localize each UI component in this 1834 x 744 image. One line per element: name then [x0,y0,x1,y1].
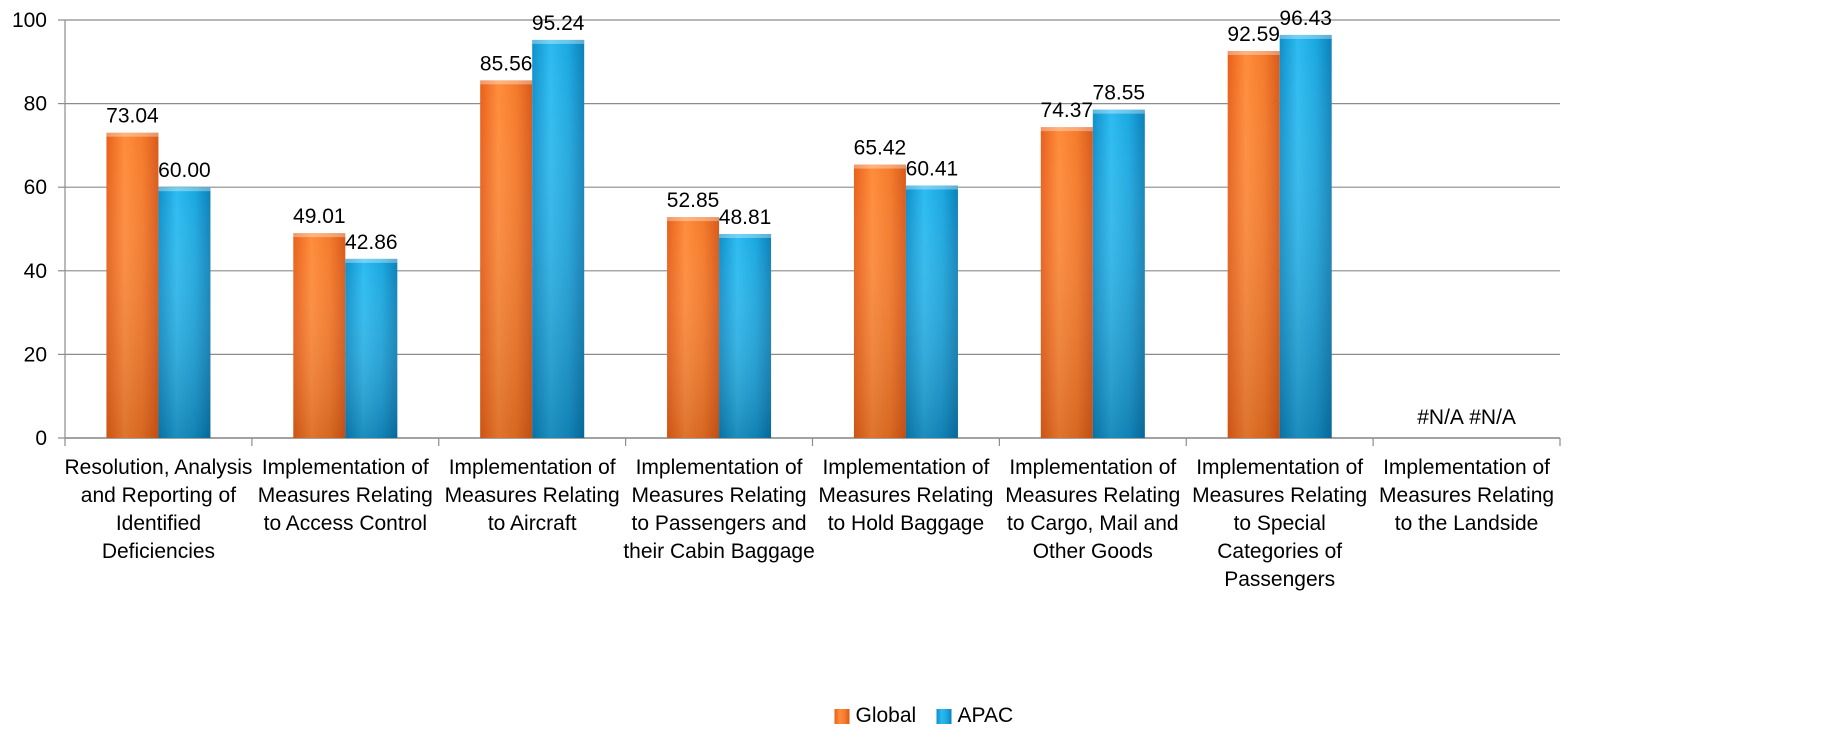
category-label-line: to Aircraft [488,512,577,535]
category-label-line: Categories of [1217,540,1342,563]
bar-shade [158,187,211,438]
bar-cap [480,80,533,85]
bar-shade [532,39,585,439]
category-label-line: Measures Relating [1192,484,1367,507]
bar-shade [106,132,159,438]
bar-shade [345,258,398,438]
bar-cap [345,258,398,263]
legend: Global APAC [834,704,1014,727]
category-label: Implementation of Measures Relating to the… [1379,456,1554,535]
data-label: 49.01 [293,205,346,228]
data-label: 48.81 [719,206,772,229]
data-label: 96.43 [1279,7,1332,30]
y-tick-label: 20 [24,343,47,366]
bar-cap [1040,127,1093,132]
data-label: 42.86 [345,231,398,254]
category-label-line: to Access Control [264,512,427,535]
category-label-line: to Passengers and [632,512,807,535]
data-label: 78.55 [1093,82,1146,105]
category-label-line: Identified [116,512,201,535]
category-label-line: Measures Relating [1005,484,1180,507]
data-label: 65.42 [854,137,907,160]
bar-cap [158,187,211,192]
bar-shade [293,233,346,438]
category-label: Implementation of Measures Relating to Car… [1005,456,1180,563]
legend-swatch-global [834,709,850,724]
bar-cap [667,217,720,222]
bar-shade [719,233,772,438]
category-label-line: Implementation of [1009,456,1176,479]
category-label-line: Measures Relating [258,484,433,507]
data-label: 92.59 [1227,23,1280,46]
category-label-line: Implementation of [1383,456,1550,479]
data-label: 60.00 [158,159,211,182]
bar-cap [719,233,772,238]
data-label: 74.37 [1041,99,1094,122]
data-label: 85.56 [480,52,533,75]
data-label: 73.04 [106,105,159,128]
bar-shade [1040,127,1093,439]
data-labels: 73.04 49.01 85.56 52.85 65.42 74.37 92.59 #N/A 6… [106,7,1516,429]
category-labels: Resolution, Analysis and Reporting of Iden… [64,456,1554,591]
bar-shade [480,80,533,439]
y-tick-label: 40 [24,260,47,283]
data-label-na: #N/A [1417,406,1464,429]
category-label-line: Deficiencies [102,540,215,563]
legend-label: APAC [958,704,1014,727]
category-label-line: Measures Relating [1379,484,1554,507]
category-label-line: Implementation of [262,456,429,479]
bar-shade [1092,109,1145,438]
category-label-line: to Special [1234,512,1326,535]
category-label-line: Implementation of [449,456,616,479]
gridlines [65,19,1560,439]
bar-shade [1279,34,1332,438]
category-label-line: Implementation of [822,456,989,479]
bar-shade [667,217,720,438]
y-tick-label: 0 [35,427,47,450]
category-label: Implementation of Measures Relating to Spe… [1192,456,1367,591]
legend-swatch-apac [936,709,952,724]
data-label: 60.41 [906,157,959,180]
bars [106,34,1332,439]
bar-shade [853,164,906,438]
y-tick-label: 100 [12,9,47,32]
category-label-line: and Reporting of [81,484,236,507]
data-label-na: #N/A [1469,406,1516,429]
category-label: Implementation of Measures Relating to Pas… [623,456,814,563]
y-tick-label: 60 [24,176,47,199]
category-label-line: Measures Relating [445,484,620,507]
data-label: 95.24 [532,12,585,35]
bar-cap [106,132,159,137]
y-tick-label: 80 [24,93,47,116]
category-label-line: Implementation of [636,456,803,479]
bar-shade [1227,50,1280,438]
category-label-line: to Cargo, Mail and [1007,512,1179,535]
category-label-line: Implementation of [1196,456,1363,479]
data-label: 52.85 [667,189,720,212]
bar-cap [1279,34,1332,39]
category-label: Implementation of Measures Relating to Air… [445,456,620,535]
category-label-line: their Cabin Baggage [623,540,814,563]
category-label-line: Measures Relating [632,484,807,507]
bar-cap [1092,109,1145,114]
category-label-line: to the Landside [1395,512,1539,535]
category-label-line: Other Goods [1033,540,1153,563]
category-label: Resolution, Analysis and Reporting of Iden… [64,456,252,563]
bar-cap [293,233,346,238]
bar-cap [905,185,958,190]
bar-cap [1227,50,1280,55]
legend-label: Global [856,704,917,727]
category-label: Implementation of Measures Relating to Acc… [258,456,433,535]
category-label-line: Resolution, Analysis [64,456,252,479]
category-label-line: Measures Relating [818,484,993,507]
bar-shade [905,185,958,438]
category-label: Implementation of Measures Relating to Hol… [818,456,993,535]
category-label-line: Passengers [1224,568,1335,591]
bar-cap [853,164,906,169]
category-label-line: to Hold Baggage [828,512,984,535]
bar-cap [532,39,585,44]
